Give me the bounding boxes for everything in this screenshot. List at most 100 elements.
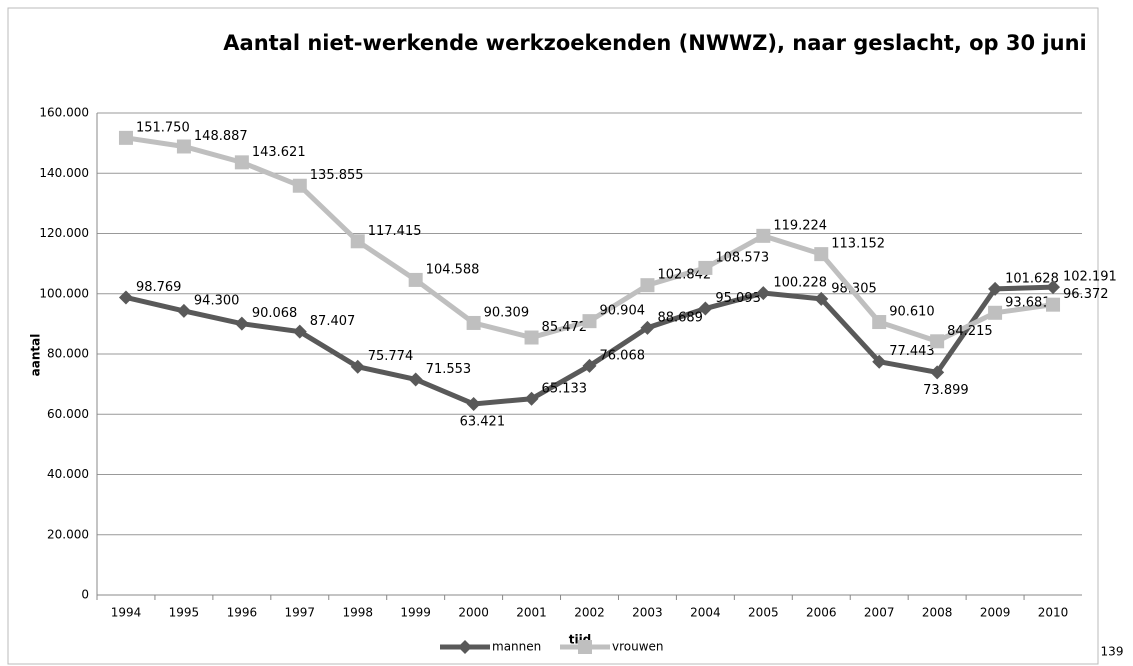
data-point — [1046, 297, 1061, 312]
x-tick-label: 2005 — [748, 606, 779, 620]
chart-title: Aantal niet-werkende werkzoekenden (NWWZ… — [223, 31, 1086, 55]
data-point — [176, 139, 191, 154]
data-label: 65.133 — [542, 381, 588, 396]
data-label: 102.842 — [657, 268, 711, 283]
legend-marker — [458, 640, 472, 654]
data-point — [872, 354, 887, 369]
data-point — [292, 178, 307, 193]
data-label: 101.628 — [1005, 271, 1059, 286]
data-label: 93.681 — [1005, 295, 1051, 310]
y-tick-label: 0 — [81, 588, 89, 602]
x-tick-label: 1999 — [400, 606, 431, 620]
data-label: 76.068 — [600, 348, 646, 363]
data-label: 73.899 — [923, 383, 969, 398]
data-point — [582, 314, 597, 329]
data-point — [350, 234, 365, 249]
data-point — [1046, 280, 1061, 295]
x-tick-label: 2007 — [864, 606, 895, 620]
data-label: 119.224 — [773, 218, 827, 233]
data-label: 88.689 — [657, 310, 703, 325]
data-label: 63.421 — [460, 414, 506, 429]
data-label: 90.309 — [484, 305, 530, 320]
x-tick-label: 1997 — [285, 606, 316, 620]
x-tick-label: 1995 — [169, 606, 200, 620]
x-tick-label: 2003 — [632, 606, 663, 620]
data-label: 100.228 — [773, 276, 827, 291]
x-tick-label: 1994 — [111, 606, 142, 620]
x-tick-label: 2006 — [806, 606, 837, 620]
x-tick-label: 1998 — [342, 606, 373, 620]
y-tick-label: 80.000 — [47, 347, 89, 361]
data-label: 102.191 — [1063, 270, 1117, 285]
data-label: 90.068 — [252, 306, 298, 321]
y-tick-label: 60.000 — [47, 407, 89, 421]
data-point — [756, 286, 771, 301]
y-tick-label: 120.000 — [39, 226, 89, 240]
data-label: 98.769 — [136, 280, 182, 295]
legend-label: vrouwen — [612, 640, 664, 654]
data-label: 85.472 — [542, 320, 588, 335]
x-tick-label: 1996 — [227, 606, 258, 620]
data-point — [988, 305, 1003, 320]
legend-marker — [578, 640, 592, 654]
data-point — [408, 372, 423, 387]
y-tick-label: 140.000 — [39, 166, 89, 180]
data-label: 75.774 — [368, 349, 414, 364]
x-tick-label: 2000 — [458, 606, 489, 620]
data-point — [814, 247, 829, 262]
y-axis-label: aantal — [29, 334, 43, 377]
data-point — [698, 260, 713, 275]
data-label: 87.407 — [310, 314, 356, 329]
data-point — [466, 315, 481, 330]
x-tick-label: 2004 — [690, 606, 721, 620]
data-point — [582, 358, 597, 373]
x-tick-label: 2010 — [1038, 606, 1069, 620]
y-tick-label: 20.000 — [47, 527, 89, 541]
data-point — [930, 365, 945, 380]
data-label: 84.215 — [947, 324, 993, 339]
data-point — [872, 315, 887, 330]
data-point — [524, 330, 539, 345]
data-point — [408, 272, 423, 287]
data-label: 95.093 — [715, 291, 761, 306]
x-tick-label: 2001 — [516, 606, 547, 620]
data-label: 90.904 — [600, 304, 646, 319]
data-point — [292, 324, 307, 339]
data-label: 104.588 — [426, 262, 480, 277]
data-label: 90.610 — [889, 305, 935, 320]
data-point — [524, 391, 539, 406]
data-label: 135.855 — [310, 168, 364, 183]
data-point — [234, 316, 249, 331]
data-point — [814, 291, 829, 306]
y-tick-label: 40.000 — [47, 467, 89, 481]
page-number: 139 — [1101, 645, 1124, 659]
data-point — [756, 228, 771, 243]
data-point — [350, 359, 365, 374]
data-point — [466, 396, 481, 411]
data-label: 94.300 — [194, 293, 240, 308]
data-label: 151.750 — [136, 120, 190, 135]
data-label: 143.621 — [252, 145, 306, 160]
data-label: 77.443 — [889, 344, 935, 359]
data-point — [640, 320, 655, 335]
legend-label: mannen — [492, 640, 541, 654]
chart-frame — [7, 7, 1099, 665]
x-tick-label: 2008 — [922, 606, 953, 620]
data-label: 96.372 — [1063, 287, 1109, 302]
y-tick-label: 100.000 — [39, 286, 89, 300]
data-point — [988, 281, 1003, 296]
x-tick-label: 2009 — [980, 606, 1011, 620]
data-label: 71.553 — [426, 362, 472, 377]
data-point — [234, 155, 249, 170]
data-label: 108.573 — [715, 250, 769, 265]
x-tick-label: 2002 — [574, 606, 605, 620]
data-point — [640, 278, 655, 293]
data-point — [118, 290, 133, 305]
data-label: 113.152 — [831, 237, 885, 252]
data-label: 148.887 — [194, 129, 248, 144]
y-tick-label: 160.000 — [39, 106, 89, 120]
data-label: 117.415 — [368, 224, 422, 239]
data-point — [118, 130, 133, 145]
data-point — [176, 303, 191, 318]
